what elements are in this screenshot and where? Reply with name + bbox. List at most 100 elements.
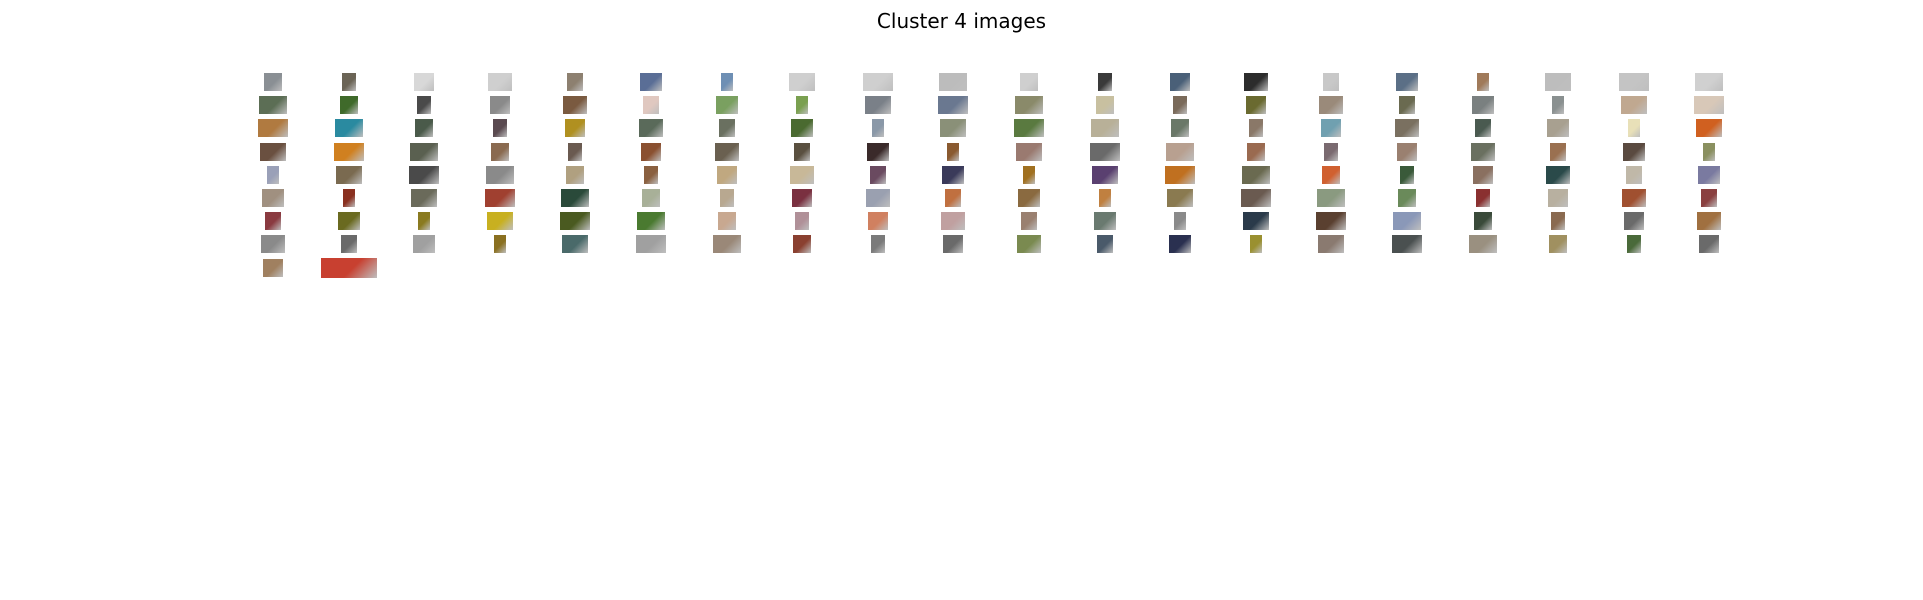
cluster-image-thumbnail (1023, 166, 1035, 184)
cluster-image-thumbnail (1472, 96, 1494, 114)
cluster-image-thumbnail (1400, 166, 1414, 184)
cluster-image-thumbnail (1624, 212, 1644, 230)
cluster-image-thumbnail (1020, 73, 1038, 91)
cluster-image-thumbnail (1317, 189, 1345, 207)
cluster-image-thumbnail (1167, 189, 1193, 207)
cluster-image-thumbnail (1397, 143, 1417, 161)
cluster-image-thumbnail (1622, 189, 1646, 207)
cluster-image-thumbnail (1552, 96, 1564, 114)
cluster-image-thumbnail (566, 166, 584, 184)
cluster-image-thumbnail (1092, 166, 1118, 184)
cluster-image-thumbnail (1695, 73, 1723, 91)
cluster-image-thumbnail (1694, 96, 1724, 114)
cluster-image-thumbnail (863, 73, 893, 91)
cluster-image-thumbnail (490, 96, 510, 114)
cluster-image-thumbnail (411, 189, 437, 207)
cluster-image-thumbnail (1173, 96, 1187, 114)
cluster-image-thumbnail (1165, 166, 1195, 184)
cluster-image-thumbnail (1016, 143, 1042, 161)
cluster-image-thumbnail (715, 143, 739, 161)
cluster-image-thumbnail (1396, 73, 1418, 91)
cluster-image-thumbnail (867, 143, 889, 161)
cluster-image-thumbnail (338, 212, 360, 230)
cluster-image-thumbnail (719, 119, 735, 137)
cluster-image-thumbnail (1322, 166, 1340, 184)
cluster-image-thumbnail (336, 166, 362, 184)
cluster-image-thumbnail (1090, 143, 1120, 161)
cluster-image-thumbnail (716, 96, 738, 114)
cluster-image-thumbnail (565, 119, 585, 137)
cluster-image-thumbnail (1242, 166, 1270, 184)
cluster-image-thumbnail (1169, 235, 1191, 253)
cluster-image-thumbnail (488, 73, 512, 91)
cluster-image-thumbnail (644, 166, 658, 184)
cluster-image-thumbnail (947, 143, 959, 161)
cluster-image-thumbnail (790, 166, 814, 184)
cluster-image-thumbnail (717, 166, 737, 184)
cluster-image-thumbnail (494, 235, 506, 253)
cluster-image-thumbnail (1398, 189, 1416, 207)
cluster-image-thumbnail (1628, 119, 1640, 137)
cluster-image-thumbnail (560, 212, 590, 230)
figure-title: Cluster 4 images (876, 9, 1047, 33)
cluster-image-thumbnail (1014, 119, 1044, 137)
cluster-image-thumbnail (643, 96, 659, 114)
cluster-image-thumbnail (1549, 235, 1567, 253)
cluster-image-thumbnail (568, 143, 582, 161)
cluster-image-thumbnail (1015, 96, 1043, 114)
cluster-image-thumbnail (1323, 73, 1339, 91)
cluster-image-thumbnail (713, 235, 741, 253)
cluster-image-thumbnail (1319, 96, 1343, 114)
cluster-image-thumbnail (342, 73, 356, 91)
cluster-image-thumbnail (334, 143, 364, 161)
cluster-image-thumbnail (940, 119, 966, 137)
cluster-image-thumbnail (486, 166, 514, 184)
cluster-image-thumbnail (410, 143, 438, 161)
cluster-image-thumbnail (417, 96, 431, 114)
cluster-image-thumbnail (1250, 235, 1262, 253)
cluster-image-thumbnail (259, 96, 287, 114)
cluster-image-thumbnail (1546, 166, 1570, 184)
cluster-image-thumbnail (1321, 119, 1341, 137)
cluster-image-thumbnail (1021, 212, 1037, 230)
cluster-image-thumbnail (1701, 189, 1717, 207)
cluster-image-thumbnail (1099, 189, 1111, 207)
cluster-image-thumbnail (267, 166, 279, 184)
cluster-image-thumbnail (261, 235, 285, 253)
cluster-image-thumbnail (1471, 143, 1495, 161)
cluster-image-thumbnail (1474, 212, 1492, 230)
cluster-image-thumbnail (1170, 73, 1190, 91)
cluster-image-thumbnail (265, 212, 281, 230)
cluster-image-thumbnail (794, 143, 810, 161)
cluster-image-thumbnail (789, 73, 815, 91)
cluster-image-thumbnail (264, 73, 282, 91)
cluster-image-thumbnail (418, 212, 430, 230)
cluster-image-thumbnail (1475, 119, 1491, 137)
cluster-image-thumbnail (567, 73, 583, 91)
cluster-image-thumbnail (258, 119, 288, 137)
cluster-image-thumbnail (340, 96, 358, 114)
cluster-image-thumbnail (871, 235, 885, 253)
cluster-image-thumbnail (1696, 119, 1722, 137)
cluster-image-thumbnail (260, 143, 286, 161)
cluster-image-thumbnail (1017, 235, 1041, 253)
cluster-image-thumbnail (1247, 143, 1265, 161)
cluster-image-thumbnail (941, 212, 965, 230)
cluster-image-thumbnail (1623, 143, 1645, 161)
cluster-image-thumbnail (637, 212, 665, 230)
cluster-image-thumbnail (1619, 73, 1649, 91)
cluster-image-thumbnail (939, 73, 967, 91)
cluster-image-thumbnail (1094, 212, 1116, 230)
cluster-image-thumbnail (795, 212, 809, 230)
cluster-image-thumbnail (415, 119, 433, 137)
cluster-image-thumbnail (563, 96, 587, 114)
cluster-image-thumbnail (262, 189, 284, 207)
cluster-image-thumbnail (1476, 189, 1490, 207)
cluster-image-thumbnail (1697, 212, 1721, 230)
cluster-image-thumbnail (640, 73, 662, 91)
cluster-image-thumbnail (866, 189, 890, 207)
cluster-image-thumbnail (872, 119, 884, 137)
cluster-image-thumbnail (1174, 212, 1186, 230)
cluster-image-thumbnail (1547, 119, 1569, 137)
